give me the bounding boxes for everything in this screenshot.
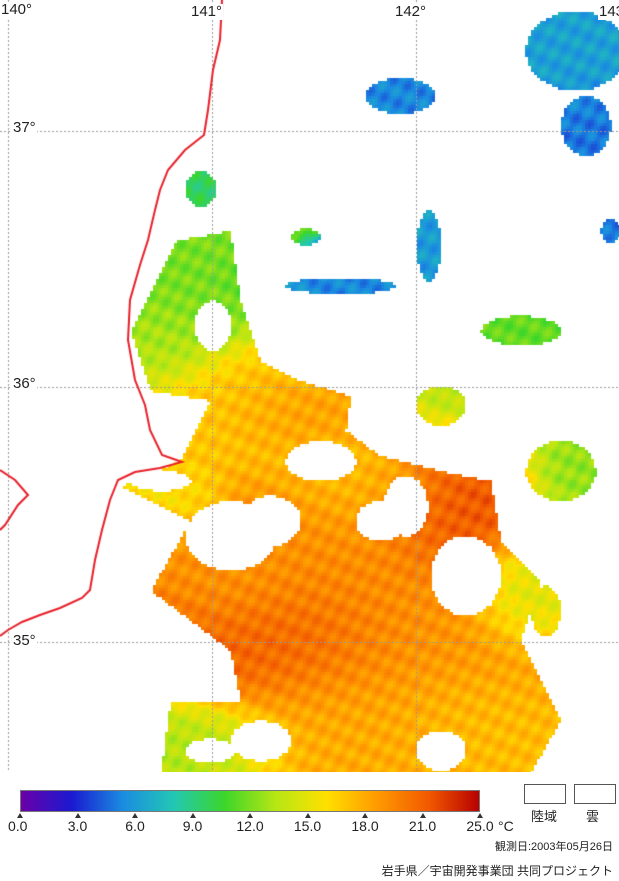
colorbar-tick-label: 6.0 bbox=[125, 818, 145, 834]
cloud-legend-label: 雲 bbox=[586, 809, 600, 824]
colorbar-tick bbox=[189, 813, 196, 818]
lon-label-143: 143 bbox=[598, 4, 619, 20]
land-legend-label: 陸域 bbox=[531, 809, 558, 824]
colorbar-tick-label: 21.0 bbox=[408, 818, 437, 834]
lon-label-141: 141° bbox=[190, 3, 224, 20]
colorbar-tick bbox=[132, 813, 138, 818]
lat-label-35: 35° bbox=[12, 632, 37, 649]
credit-line: 岩手県／宇宙開発事業団 共同プロジェクト bbox=[381, 864, 613, 878]
colorbar-tick bbox=[17, 813, 23, 818]
colorbar-tick-label: 15.0 bbox=[293, 818, 322, 834]
colorbar-tick bbox=[477, 813, 483, 818]
colorbar-tick-label: 12.0 bbox=[236, 818, 264, 834]
colorbar-tick-label: 9.0 bbox=[182, 818, 203, 834]
colorbar-unit: °C bbox=[498, 818, 514, 834]
colorbar-tick bbox=[419, 813, 426, 818]
colorbar-tick-label: 3.0 bbox=[67, 818, 88, 834]
lat-label-36: 36° bbox=[12, 375, 37, 392]
colorbar-tick bbox=[74, 813, 81, 818]
colorbar-tick bbox=[247, 813, 253, 818]
cloud-legend-swatch bbox=[574, 784, 616, 804]
sea-surface-temperature-map bbox=[0, 0, 619, 772]
observation-date: 観測日:2003年05月26日 bbox=[495, 841, 613, 853]
colorbar-tick-label: 25.0 bbox=[466, 818, 494, 834]
lat-label-37: 37° bbox=[12, 119, 37, 136]
temperature-colorbar bbox=[20, 790, 480, 812]
land-legend-swatch bbox=[524, 784, 566, 804]
lon-label-140: 140° bbox=[0, 1, 34, 18]
colorbar-tick bbox=[362, 813, 368, 818]
lon-label-142: 142° bbox=[394, 3, 428, 20]
colorbar-tick-label: 0.0 bbox=[8, 818, 28, 834]
colorbar-tick bbox=[304, 813, 311, 818]
colorbar-tick-label: 18.0 bbox=[351, 818, 379, 834]
